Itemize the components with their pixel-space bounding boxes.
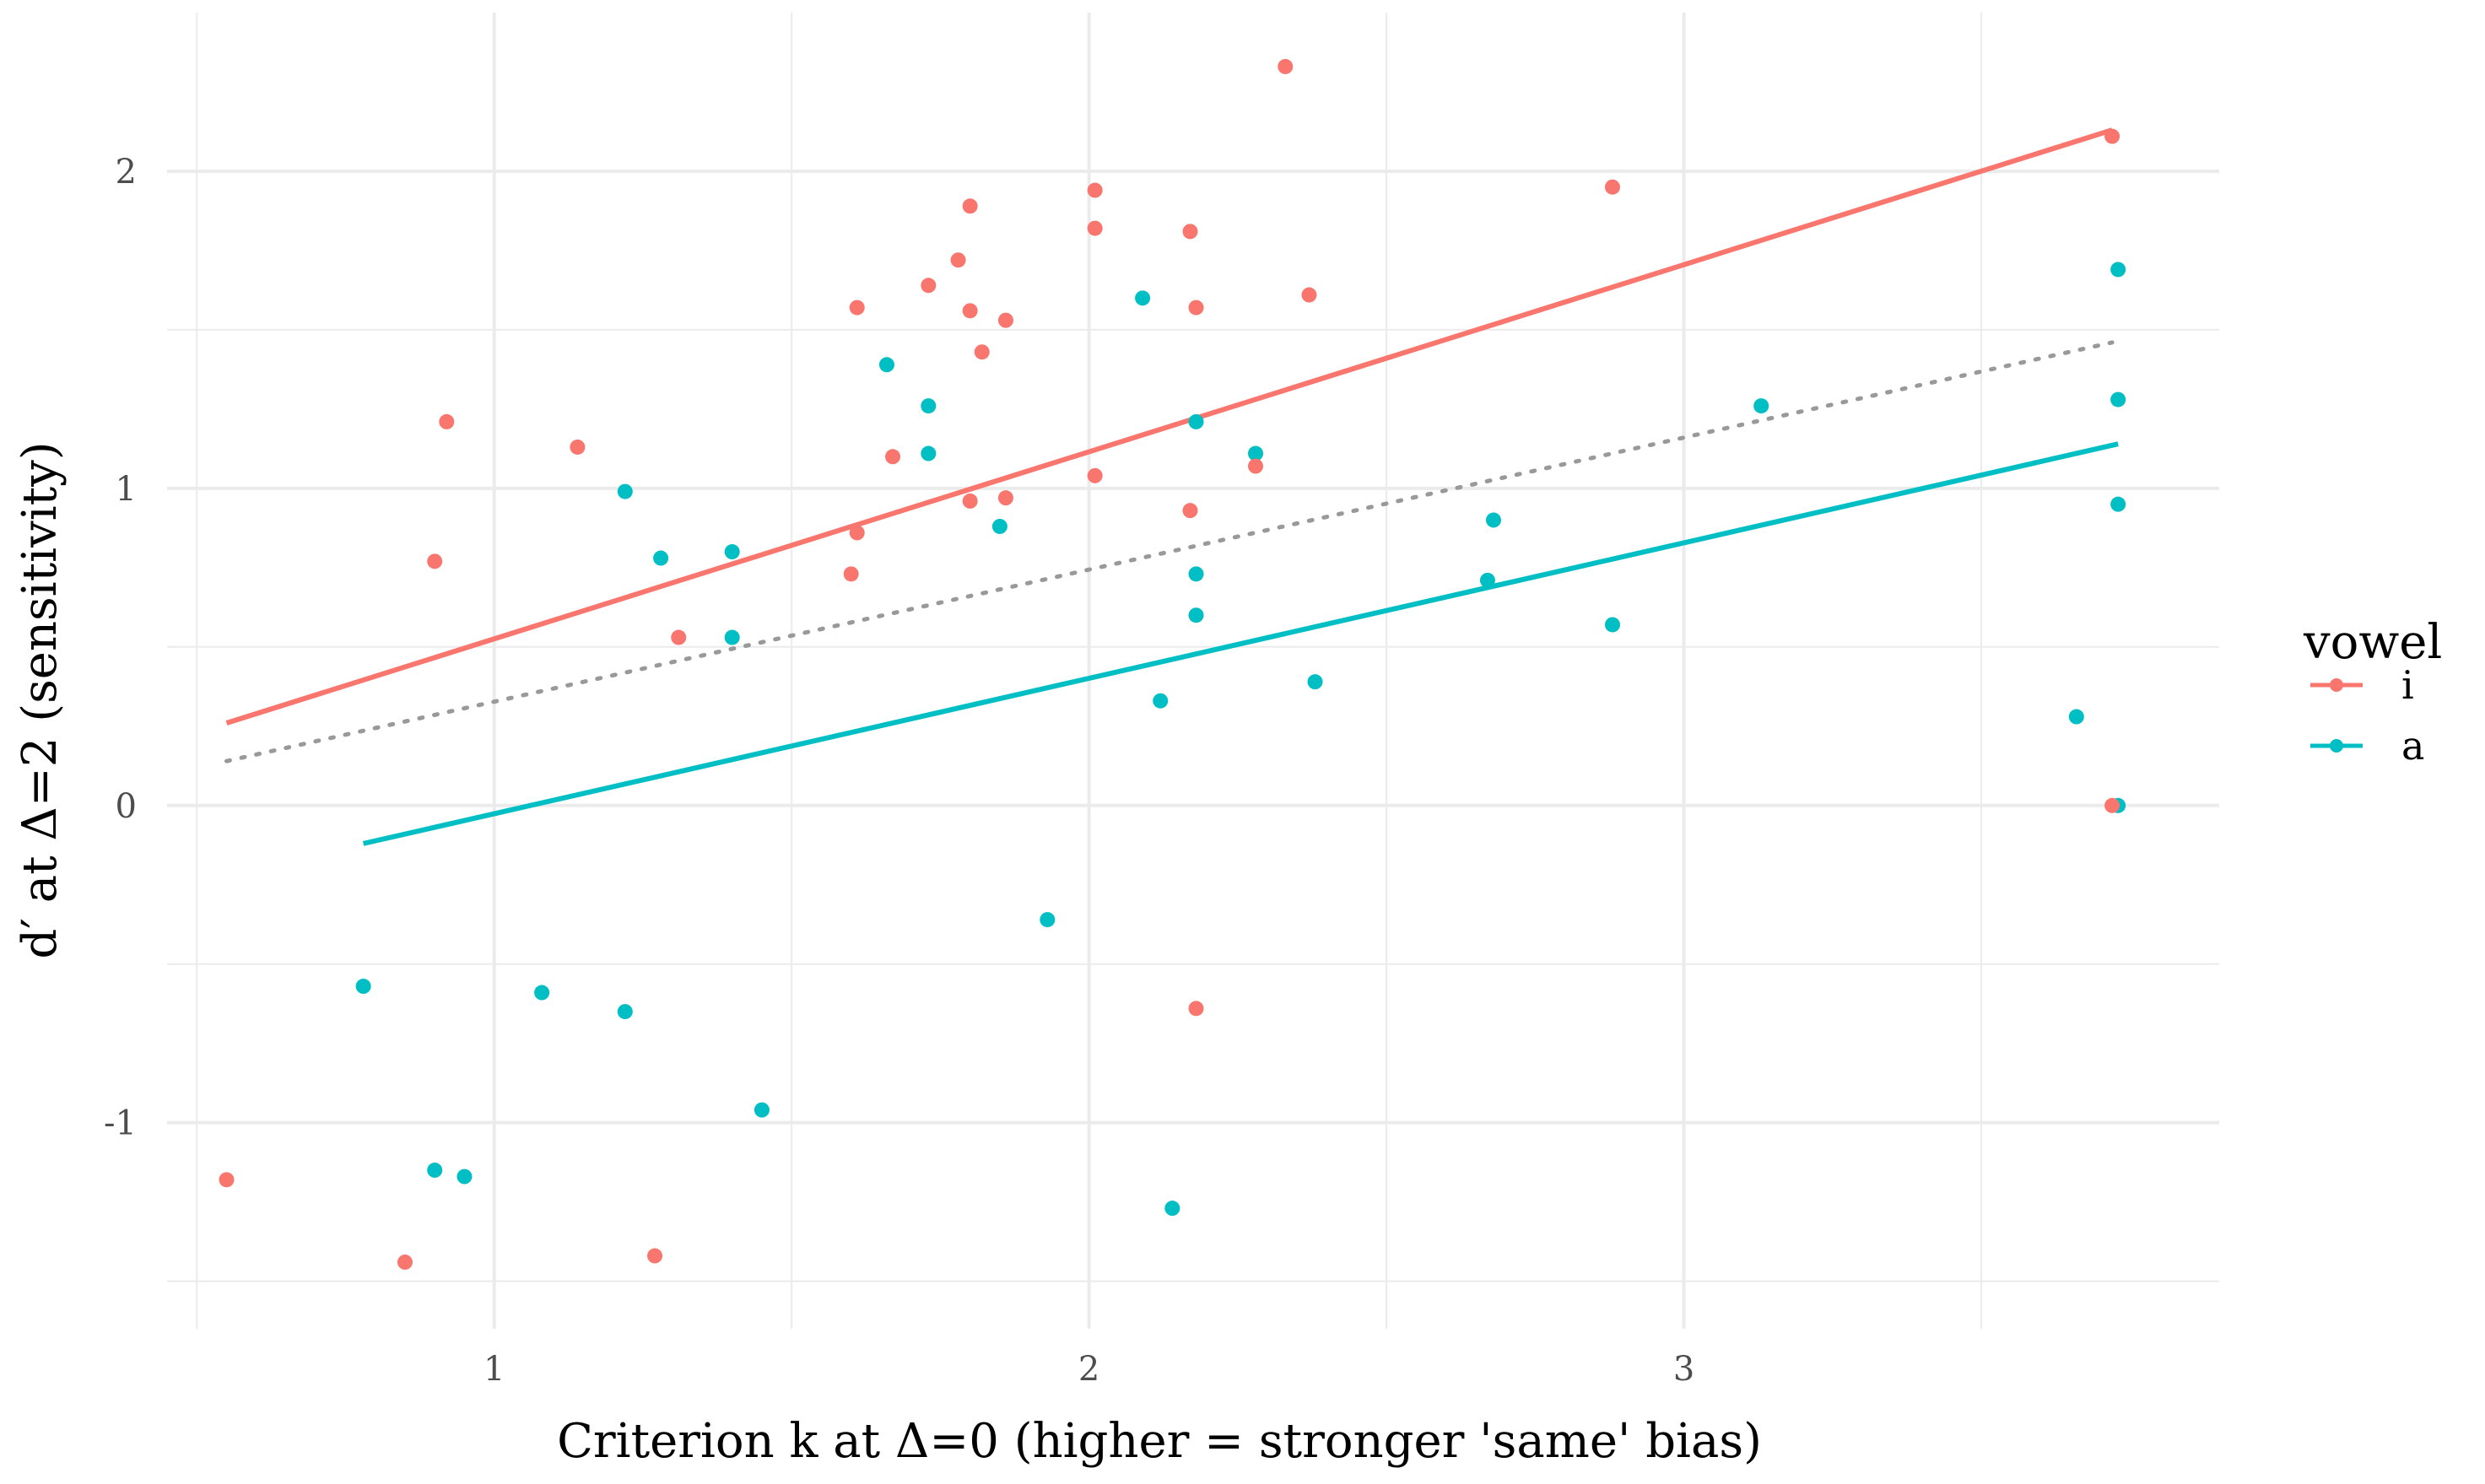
data-point-i: [962, 493, 978, 509]
data-point-a: [427, 1163, 443, 1179]
data-point-a: [1753, 398, 1769, 414]
data-point-a: [2068, 709, 2084, 725]
data-point-a: [991, 518, 1008, 534]
data-point-a: [355, 979, 371, 995]
data-point-a: [2110, 496, 2126, 512]
data-point-i: [997, 490, 1013, 506]
data-point-i: [1182, 503, 1198, 519]
x-tick-labels: 1 2 3: [483, 1350, 1694, 1389]
fit-line-a: [362, 441, 2119, 846]
data-point-a: [724, 544, 740, 560]
data-points: [219, 58, 2126, 1271]
data-point-a: [1153, 693, 1169, 709]
x-tick-label: 2: [1078, 1350, 1099, 1389]
data-point-i: [950, 252, 966, 268]
data-point-i: [1182, 224, 1198, 240]
fit-lines: [224, 127, 2119, 846]
x-axis-title: Criterion k at Δ=0 (higher = stronger 's…: [557, 1414, 1762, 1469]
legend-entry-a: a: [2310, 723, 2424, 769]
data-point-i: [962, 198, 978, 214]
y-tick-label: -1: [104, 1104, 137, 1143]
data-point-a: [1164, 1201, 1180, 1217]
grid-layer: [167, 13, 2219, 1329]
data-point-i: [671, 629, 687, 645]
y-tick-label: 2: [116, 153, 137, 192]
data-point-i: [997, 312, 1013, 328]
data-point-a: [617, 1004, 633, 1020]
data-point-i: [1248, 458, 1264, 474]
data-point-i: [1087, 467, 1103, 483]
data-point-a: [653, 550, 669, 566]
data-point-i: [1188, 1001, 1204, 1017]
data-point-i: [439, 413, 455, 429]
data-point-a: [1248, 445, 1264, 461]
data-point-a: [1188, 413, 1204, 429]
y-tick-label: 0: [116, 787, 137, 826]
data-point-a: [1604, 617, 1620, 633]
x-tick-label: 3: [1673, 1350, 1694, 1389]
data-point-a: [1188, 566, 1204, 582]
data-point-a: [1040, 912, 1056, 928]
y-axis-title: d′ at Δ=2 (sensitivity): [13, 441, 68, 958]
data-point-i: [921, 278, 937, 294]
data-point-i: [1301, 287, 1317, 303]
data-point-i: [885, 449, 901, 465]
data-point-i: [1604, 179, 1620, 195]
legend-key-point-i: [2330, 678, 2343, 692]
data-point-i: [2104, 797, 2120, 813]
data-point-a: [1307, 674, 1323, 690]
data-point-i: [849, 299, 865, 316]
x-tick-label: 1: [483, 1350, 505, 1389]
data-point-i: [647, 1248, 663, 1264]
data-point-i: [1087, 220, 1103, 236]
overall-fit-line: [224, 340, 2115, 764]
data-point-i: [219, 1172, 235, 1188]
data-point-a: [1188, 607, 1204, 623]
legend-key-point-a: [2330, 739, 2343, 753]
data-point-a: [754, 1102, 770, 1118]
data-point-i: [427, 553, 443, 569]
data-point-a: [1485, 512, 1501, 528]
legend-entry-i: i: [2310, 662, 2414, 708]
data-point-a: [724, 629, 740, 645]
data-point-a: [2110, 391, 2126, 407]
legend: vowel i a: [2303, 615, 2442, 769]
data-point-a: [1135, 290, 1151, 306]
data-point-i: [1188, 299, 1204, 316]
data-point-i: [849, 525, 865, 541]
data-point-a: [456, 1168, 473, 1185]
data-point-i: [1278, 58, 1294, 74]
y-tick-label: 1: [116, 470, 137, 509]
data-point-a: [2110, 262, 2126, 278]
data-point-a: [534, 985, 550, 1001]
data-point-i: [1087, 182, 1103, 198]
data-point-i: [397, 1255, 413, 1271]
legend-title: vowel: [2303, 615, 2442, 670]
data-point-i: [570, 439, 586, 455]
data-point-a: [921, 398, 937, 414]
data-point-a: [878, 357, 894, 373]
data-point-i: [974, 344, 990, 360]
data-point-i: [2104, 128, 2120, 144]
data-point-a: [1479, 572, 1495, 588]
data-point-i: [843, 566, 859, 582]
legend-label-a: a: [2401, 723, 2424, 769]
data-point-a: [617, 483, 633, 499]
legend-label-i: i: [2401, 662, 2414, 708]
data-point-i: [962, 303, 978, 319]
data-point-a: [921, 445, 937, 461]
y-tick-labels: -1 0 1 2: [104, 153, 137, 1143]
fit-line-i: [225, 127, 2114, 726]
